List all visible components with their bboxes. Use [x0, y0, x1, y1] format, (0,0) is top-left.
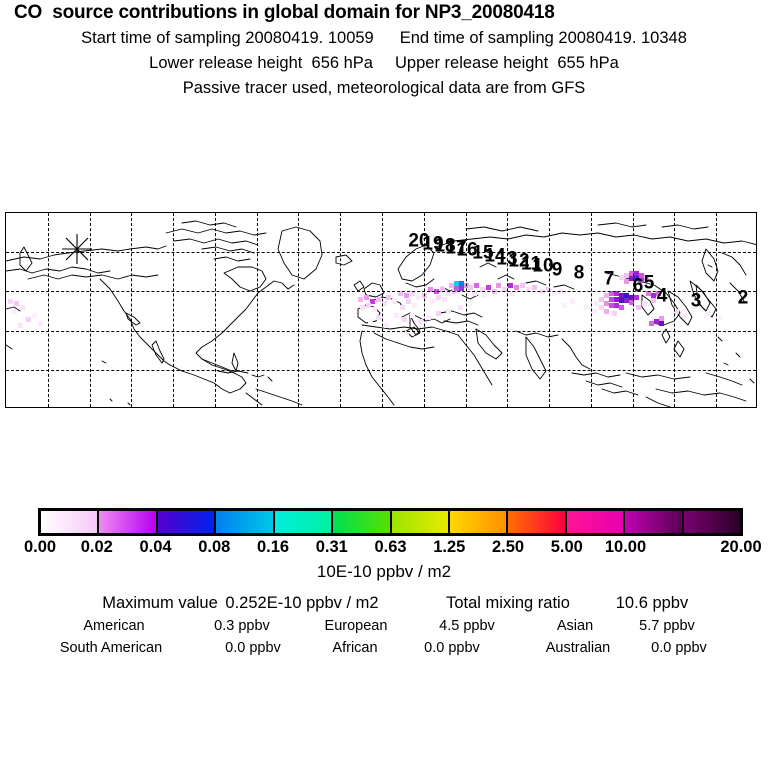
colorbar-segment-9 [566, 511, 626, 533]
upper-release-height-value: 655 hPa [557, 54, 619, 72]
colorbar-segment-11 [683, 511, 741, 533]
region-value-australian: 0.0 ppbv [651, 640, 707, 656]
colorbar-tick-0.08: 0.08 [198, 538, 231, 556]
region-value-american: 0.3 ppbv [214, 618, 270, 634]
trajectory-day-20: 20 [408, 230, 430, 252]
colorbar-tick-5.00: 5.00 [550, 538, 583, 556]
colorbar-tick-0.31: 0.31 [315, 538, 348, 556]
colorbar-tick-labels: 0.00 0.02 0.04 0.08 0.16 0.31 0.63 1.25 2.50 5.00… [0, 537, 768, 557]
region-value-european: 4.5 ppbv [439, 618, 495, 634]
world-coastlines [6, 220, 756, 407]
trajectory-day-5: 5 [643, 272, 655, 294]
total-mixing-ratio-label: Total mixing ratio [446, 594, 570, 612]
trajectory-day-16: 16 [456, 239, 478, 261]
trajectory-day-14: 14 [484, 245, 506, 267]
colorbar-tick-0.04: 0.04 [139, 538, 172, 556]
colorbar-tick-0.02: 0.02 [80, 538, 113, 556]
summary-row: Maximum value 0.252E-10 ppbv / m2 Total … [0, 592, 768, 615]
end-time-label: End time of sampling [399, 29, 554, 47]
lower-release-height-label: Lower release height [149, 54, 303, 72]
trajectory-day-6: 6 [632, 275, 644, 297]
total-mixing-ratio-value: 10.6 ppbv [615, 594, 689, 612]
region-value-south-american: 0.0 ppbv [225, 640, 281, 656]
trajectory-day-9: 9 [551, 259, 563, 281]
region-name-african: African [332, 640, 378, 656]
trajectory-day-2: 2 [737, 287, 749, 309]
trajectory-day-10: 10 [532, 255, 554, 277]
region-row-2: South American 0.0 ppbv African 0.0 ppbv… [0, 637, 768, 659]
colorbar-segment-0 [41, 511, 100, 533]
tracer-note: Passive tracer used, meteorological data… [182, 79, 586, 97]
upper-release-height-label: Upper release height [395, 54, 549, 72]
colorbar[interactable] [38, 508, 743, 536]
trajectory-day-18: 18 [434, 235, 456, 257]
release-point-star-icon [62, 234, 92, 264]
map-panel: 20 19 18 17 16 15 14 13 12 11 10 9 8 7 6 5 4 3 2 [5, 212, 757, 408]
trajectory-day-15: 15 [472, 242, 494, 264]
colorbar-segment-5 [333, 511, 392, 533]
trajectory-day-12: 12 [508, 250, 530, 272]
trajectory-day-17: 17 [445, 237, 467, 259]
colorbar-tick-0.00: 0.00 [23, 538, 57, 556]
trajectory-day-11: 11 [520, 253, 542, 275]
colorbar-tick-10.00: 10.00 [604, 538, 647, 556]
region-name-south-american: South American [59, 640, 163, 656]
colorbar-segment-4 [274, 511, 334, 533]
colorbar-tick-2.50: 2.50 [491, 538, 525, 556]
colorbar-segment-2 [157, 511, 217, 533]
trajectory-day-7: 7 [603, 268, 615, 290]
colorbar-tick-1.25: 1.25 [433, 538, 466, 556]
statistics-block: Maximum value 0.252E-10 ppbv / m2 Total … [0, 592, 768, 659]
sampling-time-row: Start time of sampling 20080419. 10059 En… [0, 26, 768, 51]
trajectory-day-8: 8 [573, 262, 585, 284]
start-time-value: 20080419. 10059 [245, 29, 374, 47]
region-name-european: European [324, 618, 388, 634]
colorbar-segment-8 [508, 511, 567, 533]
maximum-value-value: 0.252E-10 ppbv / m2 [225, 594, 379, 612]
region-row-1: American 0.3 ppbv European 4.5 ppbv Asia… [0, 615, 768, 637]
trajectory-day-13: 13 [496, 248, 518, 270]
region-name-australian: Australian [545, 640, 611, 656]
colorbar-segment-3 [216, 511, 275, 533]
colorbar-segment-6 [391, 511, 450, 533]
release-height-row: Lower release height 656 hPa Upper releas… [0, 51, 768, 76]
colorbar-segment-1 [99, 511, 158, 533]
region-name-asian: Asian [556, 618, 594, 634]
colorbar-segment-7 [449, 511, 509, 533]
start-time-label: Start time of sampling [81, 29, 241, 47]
region-name-american: American [83, 618, 145, 634]
colorbar-tick-0.16: 0.16 [256, 538, 290, 556]
colorbar-tick-20.00: 20.00 [720, 538, 762, 556]
trajectory-day-19: 19 [422, 233, 444, 255]
page-title: CO source contributions in global domain… [14, 2, 555, 23]
end-time-value: 20080419. 10348 [558, 29, 687, 47]
header-block: CO source contributions in global domain… [0, 0, 768, 101]
maximum-value-label: Maximum value [102, 594, 218, 612]
trajectory-day-4: 4 [656, 285, 668, 307]
colorbar-tick-0.63: 0.63 [374, 538, 407, 556]
lower-release-height-value: 656 hPa [311, 54, 373, 72]
region-value-asian: 5.7 ppbv [639, 618, 695, 634]
trajectory-day-3: 3 [690, 290, 702, 312]
plume-heatmap [8, 271, 723, 336]
colorbar-segment-10 [625, 511, 684, 533]
colorbar-unit-label: 10E-10 ppbv / m2 [316, 562, 452, 581]
region-value-african: 0.0 ppbv [424, 640, 480, 656]
